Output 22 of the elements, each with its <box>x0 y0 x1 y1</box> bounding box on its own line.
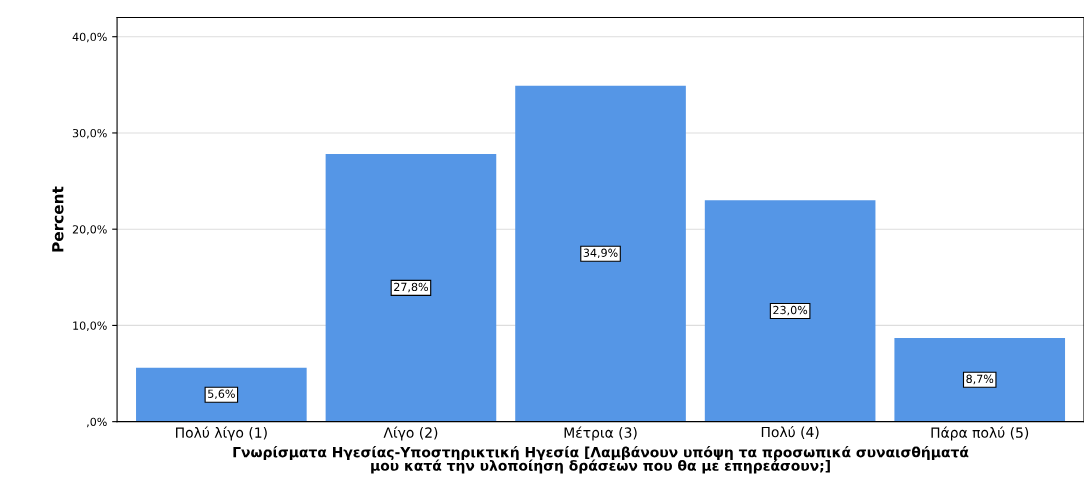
y-tick-label: 10,0% <box>73 321 107 331</box>
x-tick-label: Πολύ (4) <box>761 425 819 439</box>
y-axis-title: Percent <box>52 186 64 252</box>
data-label: 34,9% <box>583 248 618 259</box>
x-tick-label: Πολύ λίγο (1) <box>176 426 267 441</box>
x-tick-label: Λίγο (2) <box>383 426 438 441</box>
bar <box>894 337 1066 422</box>
x-axis-title: Γνωρίσματα Ηγεσίας-Υποστηρικτική Ηγεσία [Λαμβάνουν υπόψη τα προσωπικά συναισθήματά μου κατά την υλοποίηση δράσεων που θα με επηρεάσουν;] <box>233 446 969 474</box>
data-label: 27,8% <box>394 282 428 293</box>
y-tick-label: 20,0% <box>72 225 107 235</box>
bar <box>704 200 876 422</box>
data-label: 5,6% <box>208 389 235 400</box>
x-tick-label: Μέτρια (3) <box>564 426 637 441</box>
data-label: 23,0% <box>773 305 808 316</box>
y-tick-label: 30,0% <box>72 128 107 139</box>
bar <box>515 85 686 422</box>
bar <box>325 154 497 422</box>
x-tick-label: Πάρα πολύ (5) <box>931 426 1029 441</box>
data-label: 8,7% <box>966 374 994 385</box>
bar <box>136 367 307 422</box>
y-tick-label: 40,0% <box>72 32 107 43</box>
y-tick-label: ,0% <box>87 417 107 428</box>
